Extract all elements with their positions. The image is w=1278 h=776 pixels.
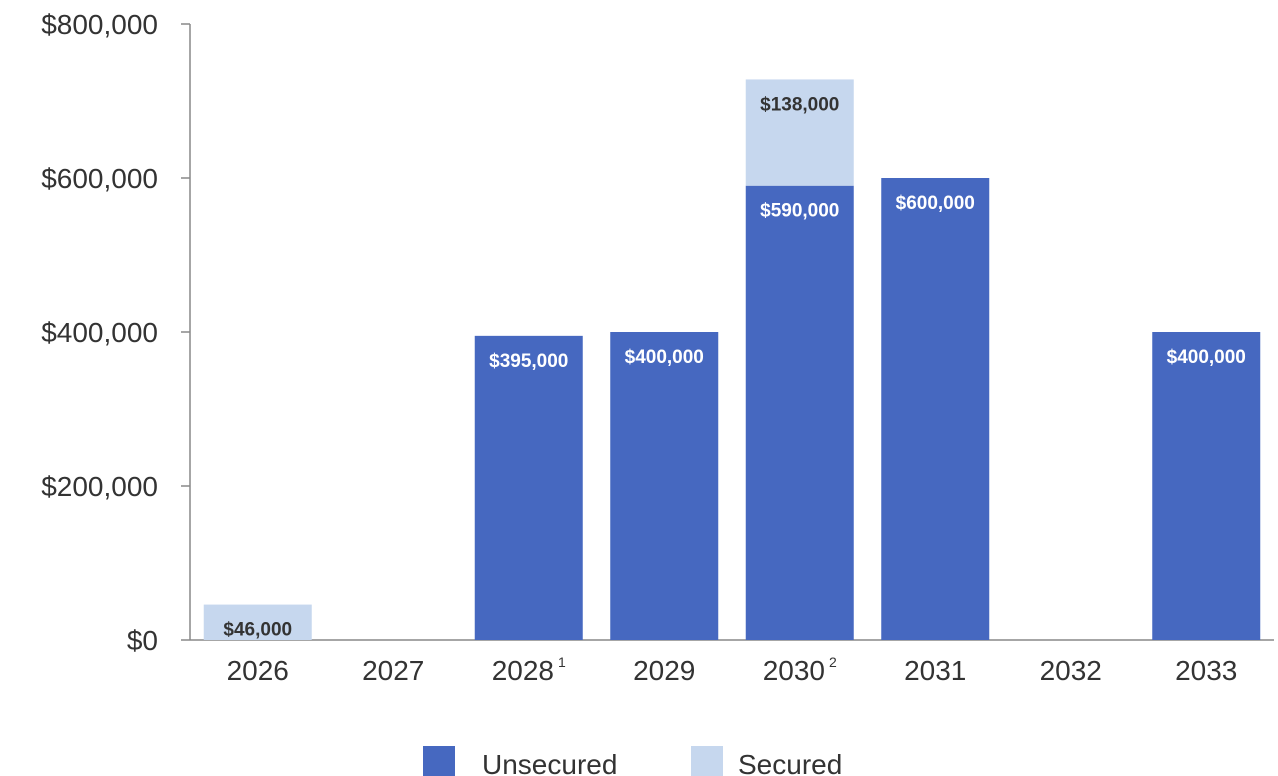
data-label: $590,000 — [760, 201, 839, 222]
bars — [203, 79, 1261, 640]
footnote-marker: 1 — [558, 654, 566, 670]
legend-label-secured: Secured — [738, 749, 842, 776]
legend-label-unsecured: Unsecured — [482, 749, 617, 776]
y-tick-label: $400,000 — [41, 317, 158, 348]
bar-unsecured-2033 — [1152, 332, 1261, 640]
data-label: $400,000 — [1167, 347, 1246, 368]
legend-swatch-secured — [691, 746, 723, 776]
x-tick-label: 2027 — [362, 655, 424, 686]
y-tick-label: $0 — [127, 625, 158, 656]
x-tick-label: 2031 — [904, 655, 966, 686]
data-label: $600,000 — [896, 193, 975, 214]
data-label: $400,000 — [625, 347, 704, 368]
legend: Unsecured Secured — [423, 746, 842, 776]
x-tick-label: 2030 2 — [763, 654, 837, 686]
data-label: $46,000 — [223, 620, 292, 641]
x-tick-label: 2029 — [633, 655, 695, 686]
bar-unsecured-2031 — [881, 178, 990, 640]
bar-unsecured-2030 — [745, 185, 854, 640]
y-tick-label: $200,000 — [41, 471, 158, 502]
footnote-marker: 2 — [829, 654, 837, 670]
data-label: $395,000 — [489, 351, 568, 372]
x-tick-labels: 2026 2027 2028 1 2029 2030 2 2031 2032 2033 — [227, 654, 1238, 686]
bar-secured-2026 — [203, 604, 312, 640]
y-tick-label: $600,000 — [41, 163, 158, 194]
data-label: $138,000 — [760, 94, 839, 115]
x-tick-label: 2033 — [1175, 655, 1237, 686]
y-tick-labels: $0 $200,000 $400,000 $600,000 $800,000 — [41, 9, 158, 656]
axes — [181, 23, 1274, 641]
data-labels: $46,000 $395,000 $400,000 $590,000 $138,000 $… — [223, 94, 1245, 640]
y-tick-label: $800,000 — [41, 9, 158, 40]
x-tick-label: 2032 — [1040, 655, 1102, 686]
legend-swatch-unsecured — [423, 746, 455, 776]
bar-secured-2030 — [745, 79, 854, 186]
x-tick-label: 2028 1 — [492, 654, 566, 686]
bar-unsecured-2028 — [474, 335, 583, 640]
x-tick-label: 2026 — [227, 655, 289, 686]
bar-unsecured-2029 — [610, 332, 719, 640]
